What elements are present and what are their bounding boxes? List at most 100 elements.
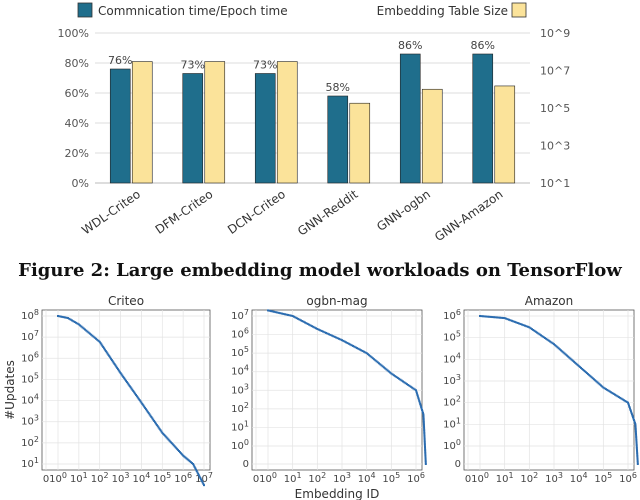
data-point — [364, 351, 367, 354]
data-point — [125, 381, 128, 384]
data-point — [80, 325, 83, 328]
data-point — [323, 331, 326, 334]
panel-frame — [463, 309, 635, 471]
data-point — [628, 406, 631, 408]
data-point — [636, 453, 639, 456]
data-point — [385, 368, 388, 371]
data-point — [349, 343, 352, 346]
data-point — [629, 410, 632, 413]
data-point — [305, 322, 308, 325]
x-tick-label: 106 — [619, 471, 637, 485]
data-point — [139, 400, 142, 403]
data-point — [589, 375, 592, 378]
data-point — [424, 449, 427, 452]
data-point — [500, 316, 503, 319]
data-point — [636, 458, 639, 461]
data-point — [635, 439, 638, 442]
data-point — [420, 405, 423, 408]
data-point — [610, 391, 613, 394]
data-point — [601, 385, 604, 388]
y-tick-label: 0 — [243, 459, 249, 470]
data-point — [583, 370, 586, 373]
data-point — [110, 357, 113, 360]
data-point — [144, 408, 147, 411]
y-tick-label: 107 — [231, 308, 249, 322]
data-point — [571, 359, 574, 362]
data-point — [132, 390, 135, 393]
right-tick-label: 10^3 — [540, 140, 570, 153]
data-point — [322, 330, 325, 333]
data-point — [628, 407, 631, 410]
data-point — [298, 318, 301, 321]
data-point — [635, 434, 638, 437]
y-tick-label: 101 — [21, 456, 39, 470]
x-tick-label: 0 — [253, 474, 259, 485]
data-point — [379, 363, 382, 366]
data-point — [131, 388, 134, 391]
data-point — [419, 402, 422, 405]
data-point — [598, 383, 601, 386]
data-point — [164, 435, 167, 438]
data-point — [280, 312, 283, 315]
data-point — [356, 347, 359, 350]
data-point — [370, 356, 373, 359]
data-point — [123, 377, 126, 380]
data-point — [345, 341, 348, 344]
data-point — [499, 316, 502, 319]
data-point — [555, 345, 558, 348]
data-point — [543, 336, 546, 339]
data-point — [129, 386, 132, 389]
category-label: GNN-Amazon — [432, 187, 505, 244]
data-point — [423, 442, 426, 445]
data-point — [533, 329, 536, 332]
data-point — [154, 421, 157, 424]
data-point — [150, 416, 153, 419]
x-tick-label: 105 — [594, 471, 612, 485]
data-point — [421, 410, 424, 413]
data-point — [161, 431, 164, 434]
data-point — [365, 352, 368, 355]
data-point — [170, 442, 173, 445]
data-point — [152, 418, 155, 421]
data-point — [633, 420, 636, 423]
y-tick-label: 108 — [21, 308, 39, 322]
data-point — [193, 465, 196, 468]
y-tick-label: 102 — [443, 395, 461, 409]
x-tick-label: 105 — [153, 471, 171, 485]
y-tick-label: 106 — [231, 327, 249, 341]
data-point — [419, 404, 422, 407]
left-tick-label: 20% — [65, 147, 89, 160]
data-point — [116, 368, 119, 371]
figure-caption: Figure 2: Large embedding model workload… — [18, 260, 622, 281]
data-point — [126, 382, 129, 385]
data-point — [413, 388, 416, 391]
data-point — [424, 452, 427, 455]
bar-comm — [182, 73, 204, 184]
data-point — [422, 419, 425, 422]
data-point — [634, 431, 637, 434]
data-point — [108, 355, 111, 358]
data-point — [508, 318, 511, 321]
data-point — [492, 316, 495, 319]
bar-data-label: 76% — [108, 54, 132, 67]
data-point — [423, 439, 426, 442]
bar-emb — [421, 88, 443, 184]
data-point — [354, 346, 357, 349]
data-point — [530, 328, 533, 331]
data-point — [312, 325, 315, 328]
data-point — [184, 456, 187, 459]
data-point — [69, 318, 72, 321]
left-tick-label: 40% — [65, 117, 89, 130]
data-point — [513, 320, 516, 323]
data-point — [595, 380, 598, 383]
data-point — [197, 474, 200, 477]
data-point — [112, 361, 115, 364]
data-point — [192, 463, 195, 465]
data-point — [616, 395, 619, 398]
x-tick-label: 103 — [545, 471, 563, 485]
data-point — [167, 438, 170, 441]
data-point — [120, 373, 123, 376]
data-point — [173, 445, 176, 448]
